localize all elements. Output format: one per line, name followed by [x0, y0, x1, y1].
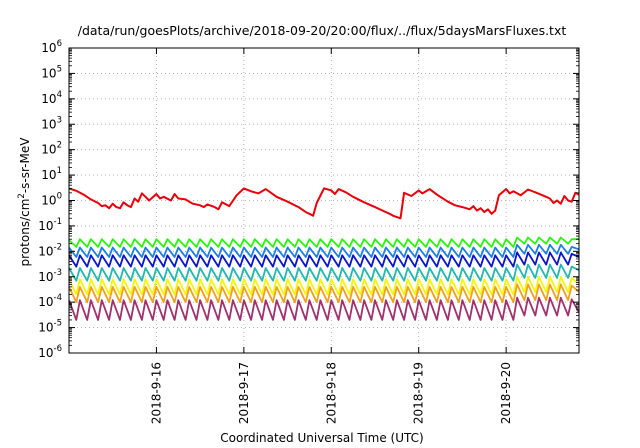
y-tick-label: 102	[41, 141, 62, 157]
y-tick-label: 105	[41, 64, 62, 80]
y-tick-base: 10	[38, 244, 53, 258]
y-tick-label: 10-4	[38, 293, 62, 309]
y-tick-base: 10	[41, 92, 56, 106]
y-tick-label: 101	[41, 166, 62, 182]
x-tick-label: 2018-9-16	[149, 362, 163, 424]
series-line-1	[68, 187, 580, 220]
y-tick-label: 10-1	[38, 217, 62, 233]
y-tick-labels: 10-610-510-410-310-210-11001011021031041…	[38, 39, 62, 360]
y-tick-base: 10	[41, 194, 56, 208]
y-tick-label: 10-2	[38, 242, 62, 258]
y-tick-exponent: 4	[57, 90, 62, 100]
y-tick-base: 10	[41, 117, 56, 131]
y-tick-exponent: 1	[57, 166, 62, 176]
y-tick-label: 10-3	[38, 268, 62, 284]
y-tick-exponent: -1	[54, 217, 62, 227]
chart-title: /data/run/goesPlots/archive/2018-09-20/2…	[78, 23, 567, 38]
y-tick-exponent: 3	[57, 115, 62, 125]
y-tick-base: 10	[38, 346, 53, 360]
y-tick-exponent: -6	[54, 344, 62, 354]
y-tick-base: 10	[41, 168, 56, 182]
y-tick-base: 10	[38, 321, 53, 335]
y-axis-label: protons/cm2-s-sr-MeV	[17, 137, 32, 267]
y-tick-exponent: -4	[54, 293, 62, 303]
series-line-2	[68, 236, 579, 248]
series-line-3	[68, 243, 580, 258]
series-line-7	[68, 283, 580, 304]
series-line-5	[68, 263, 580, 282]
x-tick-label: 2018-9-19	[412, 362, 426, 424]
x-tick-label: 2018-9-18	[324, 362, 338, 424]
y-tick-base: 10	[41, 143, 56, 157]
series-layer	[68, 187, 580, 321]
y-tick-label: 100	[41, 192, 62, 208]
y-tick-label: 103	[41, 115, 62, 131]
y-tick-base: 10	[38, 270, 53, 284]
y-tick-label: 10-6	[38, 344, 62, 360]
y-axis-label-sup: 2	[17, 193, 27, 198]
y-tick-label: 10-5	[38, 319, 62, 335]
y-tick-exponent: 0	[57, 192, 62, 202]
series-line-8	[68, 296, 580, 321]
y-tick-base: 10	[38, 295, 53, 309]
x-tick-label: 2018-9-20	[499, 362, 513, 424]
series-line-6	[68, 275, 580, 296]
y-tick-exponent: -5	[54, 319, 62, 329]
y-tick-exponent: 6	[57, 39, 62, 49]
y-tick-label: 104	[41, 90, 62, 106]
axis-ticks	[69, 47, 579, 354]
y-tick-exponent: -2	[54, 242, 62, 252]
y-tick-base: 10	[38, 219, 53, 233]
y-tick-base: 10	[41, 66, 56, 80]
series-line-4	[68, 251, 580, 268]
x-tick-labels: 2018-9-16 2018-9-17 2018-9-18 2018-9-19 2018…	[149, 362, 513, 424]
y-tick-label: 106	[41, 39, 62, 55]
x-axis-label: Coordinated Universal Time (UTC)	[220, 431, 423, 445]
y-tick-exponent: -3	[54, 268, 62, 278]
y-tick-exponent: 5	[57, 64, 62, 74]
y-tick-base: 10	[41, 41, 56, 55]
y-tick-exponent: 2	[57, 141, 62, 151]
y-axis-label-post: -s-sr-MeV	[18, 137, 32, 193]
x-tick-label: 2018-9-17	[237, 362, 251, 424]
y-axis-label-pre: protons/cm	[18, 199, 32, 267]
grid-lines	[69, 48, 579, 353]
